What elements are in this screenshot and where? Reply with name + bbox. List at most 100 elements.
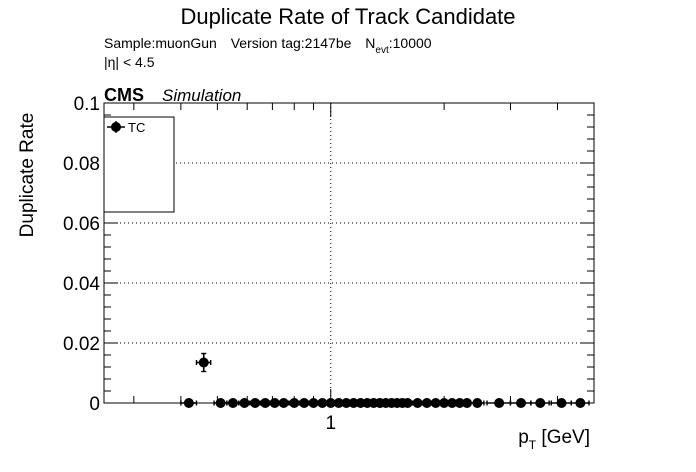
point-TC-marker <box>299 398 310 408</box>
grid-lines <box>104 103 594 403</box>
legend: TC <box>103 116 175 213</box>
data-point-TC <box>430 398 441 408</box>
point-TC <box>516 398 527 408</box>
point-TC <box>289 398 300 408</box>
point-TC-marker <box>289 398 300 408</box>
point-TC-marker <box>575 398 586 408</box>
data-point-TC <box>421 398 433 408</box>
point-TC <box>421 398 432 408</box>
nevt-value: :10000 <box>389 35 432 51</box>
point-TC-marker <box>556 398 567 408</box>
point-TC <box>260 398 271 408</box>
x-tick-label: 1 <box>325 413 336 434</box>
point-TC <box>215 398 226 408</box>
point-TC <box>183 398 194 408</box>
point-TC-marker <box>472 398 483 408</box>
point-TC-marker <box>494 398 505 408</box>
data-point-TC <box>259 398 271 408</box>
point-TC <box>239 398 250 408</box>
x-axis-label-sub: T <box>529 438 537 452</box>
legend-label-TC: TC <box>128 120 145 135</box>
sample-label: Sample:muonGun <box>104 35 217 51</box>
y-tick-label: 0.1 <box>74 94 100 115</box>
point-TC-marker <box>278 398 289 408</box>
y-axis-label: Duplicate Rate <box>17 113 38 238</box>
cms-label: CMS <box>104 85 144 105</box>
point-TC-marker <box>308 398 319 408</box>
point-TC-marker <box>250 398 261 408</box>
point-TC-marker <box>239 398 250 408</box>
y-tick-label: 0.08 <box>63 154 100 175</box>
data-point-TC <box>570 398 590 408</box>
data-point-TC <box>278 398 289 408</box>
point-TC <box>575 398 586 408</box>
point-TC <box>412 398 423 408</box>
data-point-TC <box>269 398 280 408</box>
data-point-TC <box>325 398 336 408</box>
point-TC <box>430 398 441 408</box>
data-point-TC <box>469 398 485 408</box>
data-point-TC <box>226 398 240 408</box>
data-point-TC <box>238 398 251 408</box>
x-axis-label: pT [GeV] <box>518 427 590 452</box>
data-point-TC <box>530 398 550 408</box>
data-point-TC <box>195 352 212 373</box>
data-points <box>180 352 590 408</box>
point-TC-marker <box>183 398 194 408</box>
point-TC <box>278 398 289 408</box>
legend-marker-TC-marker <box>111 122 121 132</box>
x-axis-label-unit: [GeV] <box>536 427 590 448</box>
point-TC <box>198 357 209 368</box>
point-TC-marker <box>430 398 441 408</box>
data-point-TC <box>298 398 310 408</box>
point-TC <box>227 398 238 408</box>
point-TC-marker <box>269 398 280 408</box>
y-tick-label: 0.06 <box>63 214 100 235</box>
legend-marker-TC <box>111 122 121 132</box>
point-TC-marker <box>227 398 238 408</box>
data-point-TC <box>180 398 198 408</box>
simulation-label: Simulation <box>162 86 241 105</box>
point-TC-marker <box>317 398 328 408</box>
point-TC-marker <box>215 398 226 408</box>
eta-cut-label: |η| < 4.5 <box>104 54 155 70</box>
data-point-TC <box>509 398 532 408</box>
y-tick-label: 0.02 <box>63 334 100 355</box>
point-TC-marker <box>421 398 432 408</box>
nevt-label: N <box>365 35 375 51</box>
data-point-TC <box>411 398 423 408</box>
data-point-TC <box>348 398 359 408</box>
point-TC <box>317 398 328 408</box>
info-line-1: Sample:muonGun Version tag:2147be Nevt:1… <box>104 35 432 56</box>
point-TC-marker <box>516 398 527 408</box>
data-point-TC <box>550 398 572 408</box>
version-label: Version tag:2147be <box>231 35 352 51</box>
data-point-TC <box>249 398 261 408</box>
data-point-TC <box>308 398 319 408</box>
data-point-TC <box>317 398 328 408</box>
x-axis-label-p: p <box>518 427 529 448</box>
point-TC-marker <box>412 398 423 408</box>
point-TC <box>308 398 319 408</box>
point-TC <box>494 398 505 408</box>
series-TC <box>180 352 590 408</box>
point-TC <box>556 398 567 408</box>
point-TC-marker <box>535 398 546 408</box>
y-tick-label: 0 <box>89 394 100 415</box>
point-TC <box>535 398 546 408</box>
point-TC <box>402 398 413 408</box>
point-TC-marker <box>198 357 209 368</box>
point-TC-marker <box>402 398 413 408</box>
plot-frame <box>103 102 595 404</box>
y-tick-label: 0.04 <box>63 274 100 295</box>
data-point-TC <box>213 398 228 408</box>
point-TC <box>250 398 261 408</box>
point-TC <box>472 398 483 408</box>
chart-title: Duplicate Rate of Track Candidate <box>180 4 515 29</box>
point-TC-marker <box>260 398 271 408</box>
data-point-TC <box>288 398 300 408</box>
point-TC <box>299 398 310 408</box>
data-point-TC <box>486 398 512 408</box>
nevt-subscript: evt <box>375 45 389 56</box>
